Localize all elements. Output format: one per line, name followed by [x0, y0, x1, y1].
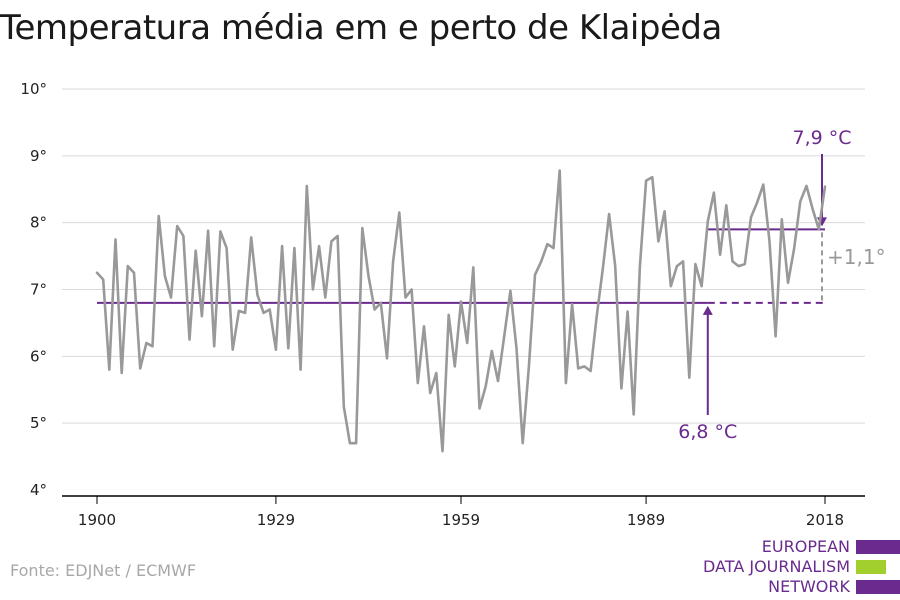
edjnet-logo: EUROPEAN DATA JOURNALISM NETWORK	[700, 537, 900, 597]
baseline-label: 6,8 °C	[678, 421, 737, 443]
chart-title: Temperatura média em e perto de Klaipėda	[0, 8, 722, 48]
y-tick-label-6: 6°	[30, 347, 47, 365]
annotations: +1,1° 6,8 °C 7,9 °C	[97, 127, 886, 443]
logo-line-3: NETWORK	[768, 577, 850, 596]
logo-bar-purple-bottom	[856, 580, 900, 594]
difference-label: +1,1°	[827, 245, 886, 269]
y-tick-label-7: 7°	[30, 281, 47, 299]
x-tick-label-1959: 1959	[442, 511, 480, 529]
gridlines	[62, 88, 865, 424]
x-tick-label-1989: 1989	[627, 511, 665, 529]
logo-line-2: DATA JOURNALISM	[703, 557, 850, 576]
x-tick-label-1900: 1900	[78, 511, 116, 529]
y-tick-label-4: 4°	[30, 481, 47, 499]
y-tick-label-5: 5°	[30, 414, 47, 432]
logo-line-1: EUROPEAN	[761, 537, 850, 556]
logo-bar-purple-top	[856, 540, 900, 554]
y-tick-label-9: 9°	[30, 147, 47, 165]
x-axis	[62, 495, 865, 504]
temperature-series-line	[95, 169, 827, 453]
y-tick-label-8: 8°	[30, 214, 47, 232]
logo-bar-green	[856, 560, 886, 574]
x-axis-tick-labels: 1900 1929 1959 1989 2018	[78, 511, 844, 529]
x-tick-label-2018: 2018	[806, 511, 844, 529]
y-tick-label-10: 10°	[20, 80, 47, 98]
x-tick-label-1929: 1929	[257, 511, 295, 529]
recent-label: 7,9 °C	[792, 127, 851, 149]
source-note: Fonte: EDJNet / ECMWF	[10, 561, 197, 580]
y-axis-tick-labels: 4° 5° 6° 7° 8° 9° 10°	[20, 80, 47, 499]
series-lines	[95, 169, 827, 453]
baseline-arrow-head	[702, 305, 713, 315]
